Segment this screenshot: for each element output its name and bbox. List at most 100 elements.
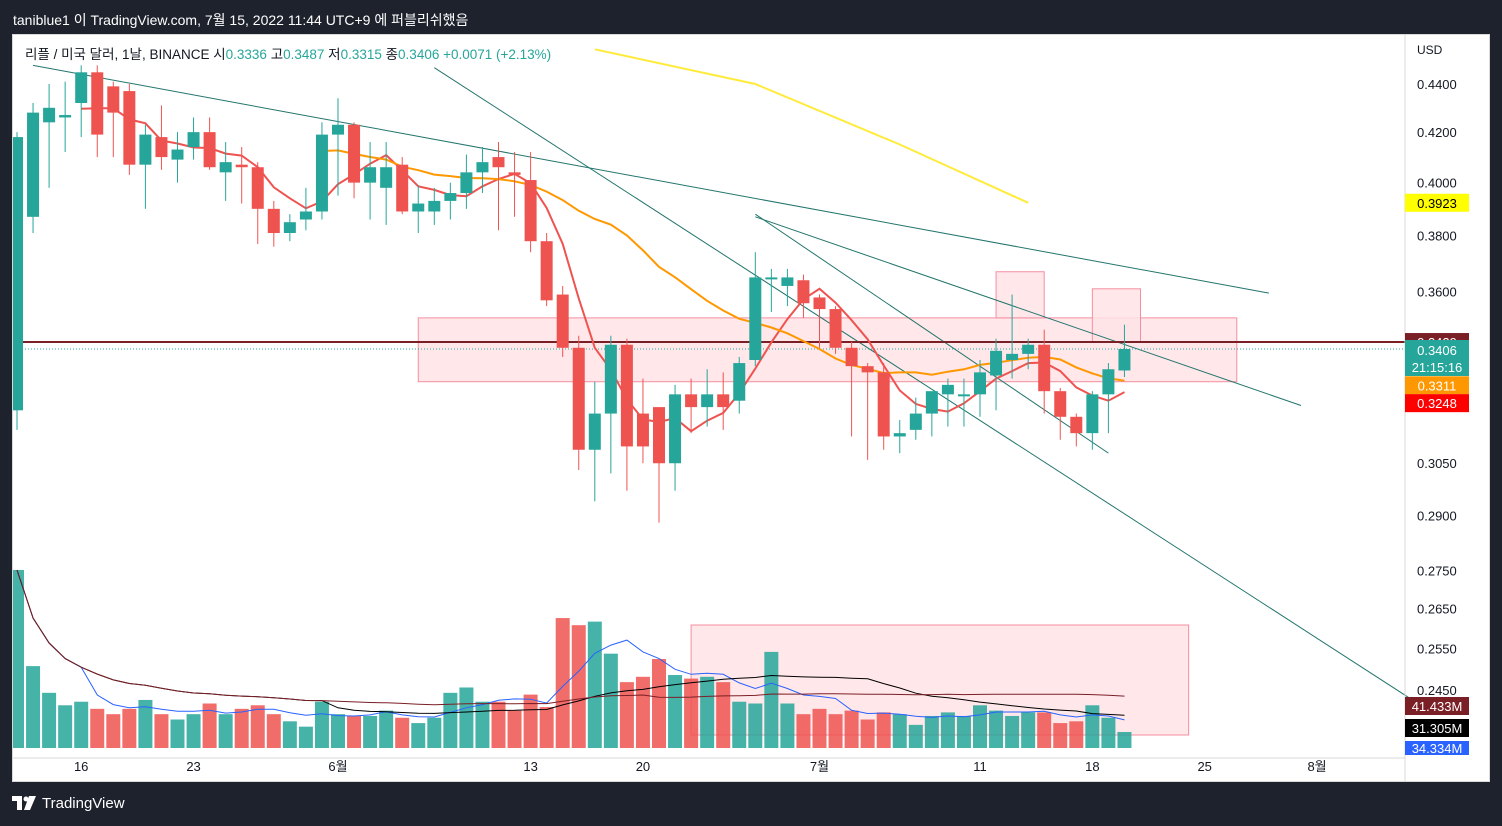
candle[interactable] xyxy=(925,391,938,437)
tradingview-logo-icon xyxy=(12,796,36,810)
candle[interactable] xyxy=(428,187,441,225)
candle[interactable] xyxy=(877,363,890,450)
candle[interactable] xyxy=(588,381,601,502)
candle[interactable] xyxy=(203,117,216,170)
candle[interactable] xyxy=(620,338,633,491)
volume-bar xyxy=(1069,721,1084,748)
candle[interactable] xyxy=(1022,338,1035,370)
candle[interactable] xyxy=(749,252,762,367)
candle[interactable] xyxy=(1006,294,1019,379)
candle[interactable] xyxy=(492,142,505,231)
candle[interactable] xyxy=(1086,391,1099,450)
candle[interactable] xyxy=(829,306,842,354)
candle[interactable] xyxy=(396,157,409,215)
volume-bar xyxy=(411,723,426,748)
candle[interactable] xyxy=(861,363,874,460)
candle[interactable] xyxy=(43,84,56,188)
candle[interactable] xyxy=(267,200,280,247)
candle[interactable] xyxy=(155,105,168,170)
chart-panel[interactable]: 16 23 6월 13 20 7월 11 18 25 8월 USD 0.4400 0.4200 0.40… xyxy=(12,34,1490,782)
candle[interactable] xyxy=(701,369,714,427)
candle[interactable] xyxy=(1102,363,1115,434)
candle[interactable] xyxy=(717,372,730,430)
candle-body xyxy=(203,132,216,168)
candle[interactable] xyxy=(219,142,232,201)
volume-bar xyxy=(443,692,458,748)
candle[interactable] xyxy=(139,124,152,209)
candle[interactable] xyxy=(781,268,794,307)
candle[interactable] xyxy=(974,359,986,417)
candle[interactable] xyxy=(412,185,425,233)
candle[interactable] xyxy=(653,407,665,523)
footer-brand: TradingView xyxy=(42,795,125,812)
candle[interactable] xyxy=(187,117,200,160)
trendline-short[interactable] xyxy=(755,213,1109,454)
candle[interactable] xyxy=(460,154,473,209)
candle[interactable] xyxy=(941,378,954,427)
wick-zone-2[interactable] xyxy=(1091,288,1141,343)
candle[interactable] xyxy=(123,84,136,175)
candle[interactable] xyxy=(556,285,569,357)
candle[interactable] xyxy=(364,142,377,220)
candle-body xyxy=(1102,369,1115,395)
price-axis-label: 0.3050 xyxy=(1417,456,1457,471)
trendline-long[interactable] xyxy=(32,64,1269,294)
candle[interactable] xyxy=(909,397,922,440)
candle-body xyxy=(893,433,906,437)
candle[interactable] xyxy=(1038,329,1051,414)
candle[interactable] xyxy=(1054,388,1067,440)
candle[interactable] xyxy=(299,187,312,231)
candle[interactable] xyxy=(1118,324,1131,378)
candle[interactable] xyxy=(508,152,521,217)
legend-low-label: 저 xyxy=(328,47,340,62)
candle[interactable] xyxy=(476,147,489,194)
candle[interactable] xyxy=(59,81,72,153)
candle[interactable] xyxy=(283,214,296,242)
volume-bar xyxy=(379,710,394,748)
candle-body xyxy=(1054,391,1067,417)
candle-body xyxy=(299,211,312,220)
candle[interactable] xyxy=(315,122,328,220)
volume-bar xyxy=(58,705,73,748)
candle[interactable] xyxy=(1070,413,1083,447)
candle[interactable] xyxy=(524,152,537,253)
candle[interactable] xyxy=(444,182,457,220)
price-chart[interactable]: 16 23 6월 13 20 7월 11 18 25 8월 USD 0.4400 0.4200 0.40… xyxy=(13,35,1489,781)
candle[interactable] xyxy=(990,338,1003,411)
candle[interactable] xyxy=(75,65,88,138)
candle[interactable] xyxy=(27,102,40,233)
candle-body xyxy=(444,193,457,201)
trendline-steep[interactable] xyxy=(434,67,1414,701)
candle[interactable] xyxy=(171,132,184,183)
volume-bar xyxy=(764,651,779,748)
candle[interactable] xyxy=(348,122,361,199)
wick-zone-1[interactable] xyxy=(995,271,1045,319)
candle-body xyxy=(1038,344,1051,392)
candle[interactable] xyxy=(604,335,617,474)
candle[interactable] xyxy=(235,147,248,204)
candle[interactable] xyxy=(733,356,746,414)
candle[interactable] xyxy=(380,142,393,225)
candle-body xyxy=(749,277,762,360)
candle[interactable] xyxy=(636,378,649,464)
volume-bar xyxy=(1085,705,1100,748)
candle[interactable] xyxy=(572,335,585,471)
trendline-mid[interactable] xyxy=(755,216,1302,406)
candle-body xyxy=(91,72,104,135)
candle-body xyxy=(653,407,665,464)
candle[interactable] xyxy=(685,378,698,434)
candle[interactable] xyxy=(669,384,682,491)
candle[interactable] xyxy=(765,268,778,312)
candle[interactable] xyxy=(91,65,104,158)
candle[interactable] xyxy=(13,132,23,430)
volume-bar xyxy=(732,701,747,748)
candle[interactable] xyxy=(332,98,344,196)
candle[interactable] xyxy=(845,341,858,437)
candle[interactable] xyxy=(251,162,264,244)
candle[interactable] xyxy=(813,294,826,348)
candle[interactable] xyxy=(540,232,553,307)
candle[interactable] xyxy=(893,420,906,454)
candle[interactable] xyxy=(107,81,120,158)
candle[interactable] xyxy=(957,378,970,427)
candle[interactable] xyxy=(797,274,810,318)
